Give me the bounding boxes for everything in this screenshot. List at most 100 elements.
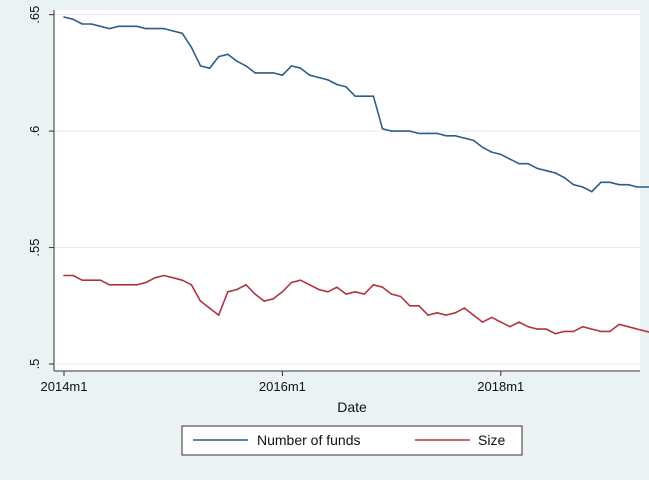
data-point-number-of-funds [72, 18, 74, 21]
data-point-number-of-funds [427, 132, 429, 135]
data-point-size [254, 293, 256, 295]
data-point-number-of-funds [500, 153, 502, 156]
data-point-size [126, 284, 129, 286]
data-point-size [536, 328, 538, 330]
data-point-size [281, 291, 284, 293]
data-point-size [500, 321, 502, 323]
data-point-size [436, 312, 438, 314]
data-point-number-of-funds [108, 27, 111, 30]
data-point-number-of-funds [172, 30, 174, 32]
data-point-number-of-funds [436, 132, 438, 135]
data-point-number-of-funds [308, 74, 311, 76]
data-point-size [627, 325, 629, 328]
data-point-number-of-funds [618, 183, 620, 186]
data-point-size [290, 281, 293, 284]
data-point-size [99, 279, 102, 282]
data-point-size [163, 274, 165, 277]
data-point-size [645, 330, 648, 333]
data-point-number-of-funds [572, 183, 575, 186]
data-point-number-of-funds [263, 72, 266, 74]
data-point-size [245, 284, 247, 286]
data-point-size [454, 312, 457, 314]
data-point-number-of-funds [591, 190, 593, 193]
data-point-size [154, 277, 156, 279]
data-point-number-of-funds [145, 27, 147, 30]
data-point-size [308, 284, 311, 286]
y-tick-label: .5 [27, 359, 42, 370]
data-point-number-of-funds [254, 72, 256, 74]
legend-label-number-of-funds: Number of funds [257, 432, 361, 448]
data-point-size [372, 284, 375, 286]
data-point-size [509, 325, 511, 328]
data-point-number-of-funds [481, 146, 484, 149]
data-point-size [299, 279, 302, 282]
data-point-number-of-funds [636, 186, 639, 188]
data-point-size [318, 288, 320, 291]
data-point-number-of-funds [136, 25, 138, 28]
data-point-size [409, 305, 411, 307]
data-point-size [354, 291, 357, 293]
data-point-size [609, 330, 611, 333]
data-point-size [363, 293, 366, 295]
y-axis-ticks: .5 .55 .6 .65 [27, 6, 54, 370]
data-point-number-of-funds [363, 95, 366, 97]
data-point-number-of-funds [454, 135, 457, 137]
data-point-number-of-funds [490, 151, 493, 153]
data-point-number-of-funds [163, 27, 165, 30]
data-point-size [181, 279, 184, 282]
data-point-size [399, 295, 402, 298]
data-point-size [208, 307, 211, 309]
data-point-number-of-funds [472, 139, 475, 142]
data-point-number-of-funds [281, 74, 284, 76]
data-point-size [518, 321, 520, 323]
data-point-number-of-funds [509, 158, 511, 160]
legend-label-size: Size [478, 432, 505, 448]
data-point-size [217, 314, 220, 316]
data-point-size [472, 314, 475, 316]
data-point-size [336, 286, 338, 289]
data-point-size [490, 316, 493, 319]
data-point-number-of-funds [199, 65, 202, 67]
data-point-size [427, 314, 429, 316]
data-point-size [545, 328, 548, 330]
data-point-size [90, 279, 93, 282]
plot-area [54, 10, 640, 371]
data-point-number-of-funds [181, 32, 184, 35]
data-point-size [618, 323, 620, 326]
data-point-size [591, 328, 593, 330]
data-point-number-of-funds [126, 25, 129, 28]
data-point-size [636, 328, 639, 330]
x-tick-label: 2016m1 [259, 379, 306, 394]
y-tick-label: .6 [27, 126, 42, 137]
data-point-size [272, 298, 275, 300]
data-point-size [145, 281, 147, 284]
data-point-number-of-funds [390, 130, 393, 132]
data-point-number-of-funds [518, 162, 520, 165]
axes [53, 10, 640, 372]
data-point-size [263, 300, 266, 302]
data-point-size [117, 284, 120, 286]
data-point-number-of-funds [90, 23, 93, 25]
data-point-size [136, 284, 138, 286]
data-point-size [236, 288, 238, 291]
data-point-number-of-funds [418, 132, 420, 135]
data-point-size [481, 321, 484, 323]
data-point-size [390, 293, 393, 295]
x-tick-label: 2018m1 [477, 379, 524, 394]
data-point-number-of-funds [527, 162, 529, 165]
data-point-number-of-funds [536, 167, 538, 170]
data-point-size [600, 330, 602, 333]
legend: Number of funds Size [181, 425, 523, 456]
data-point-number-of-funds [463, 137, 466, 139]
data-point-number-of-funds [154, 27, 156, 30]
data-point-number-of-funds [318, 76, 320, 79]
data-point-size [345, 293, 347, 295]
data-point-size [63, 274, 65, 277]
data-point-size [554, 332, 557, 335]
grid-lines [54, 14, 640, 365]
x-axis-label: Date [337, 399, 367, 415]
data-point-size [463, 307, 466, 309]
data-point-number-of-funds [336, 83, 338, 86]
data-point-number-of-funds [245, 65, 247, 67]
